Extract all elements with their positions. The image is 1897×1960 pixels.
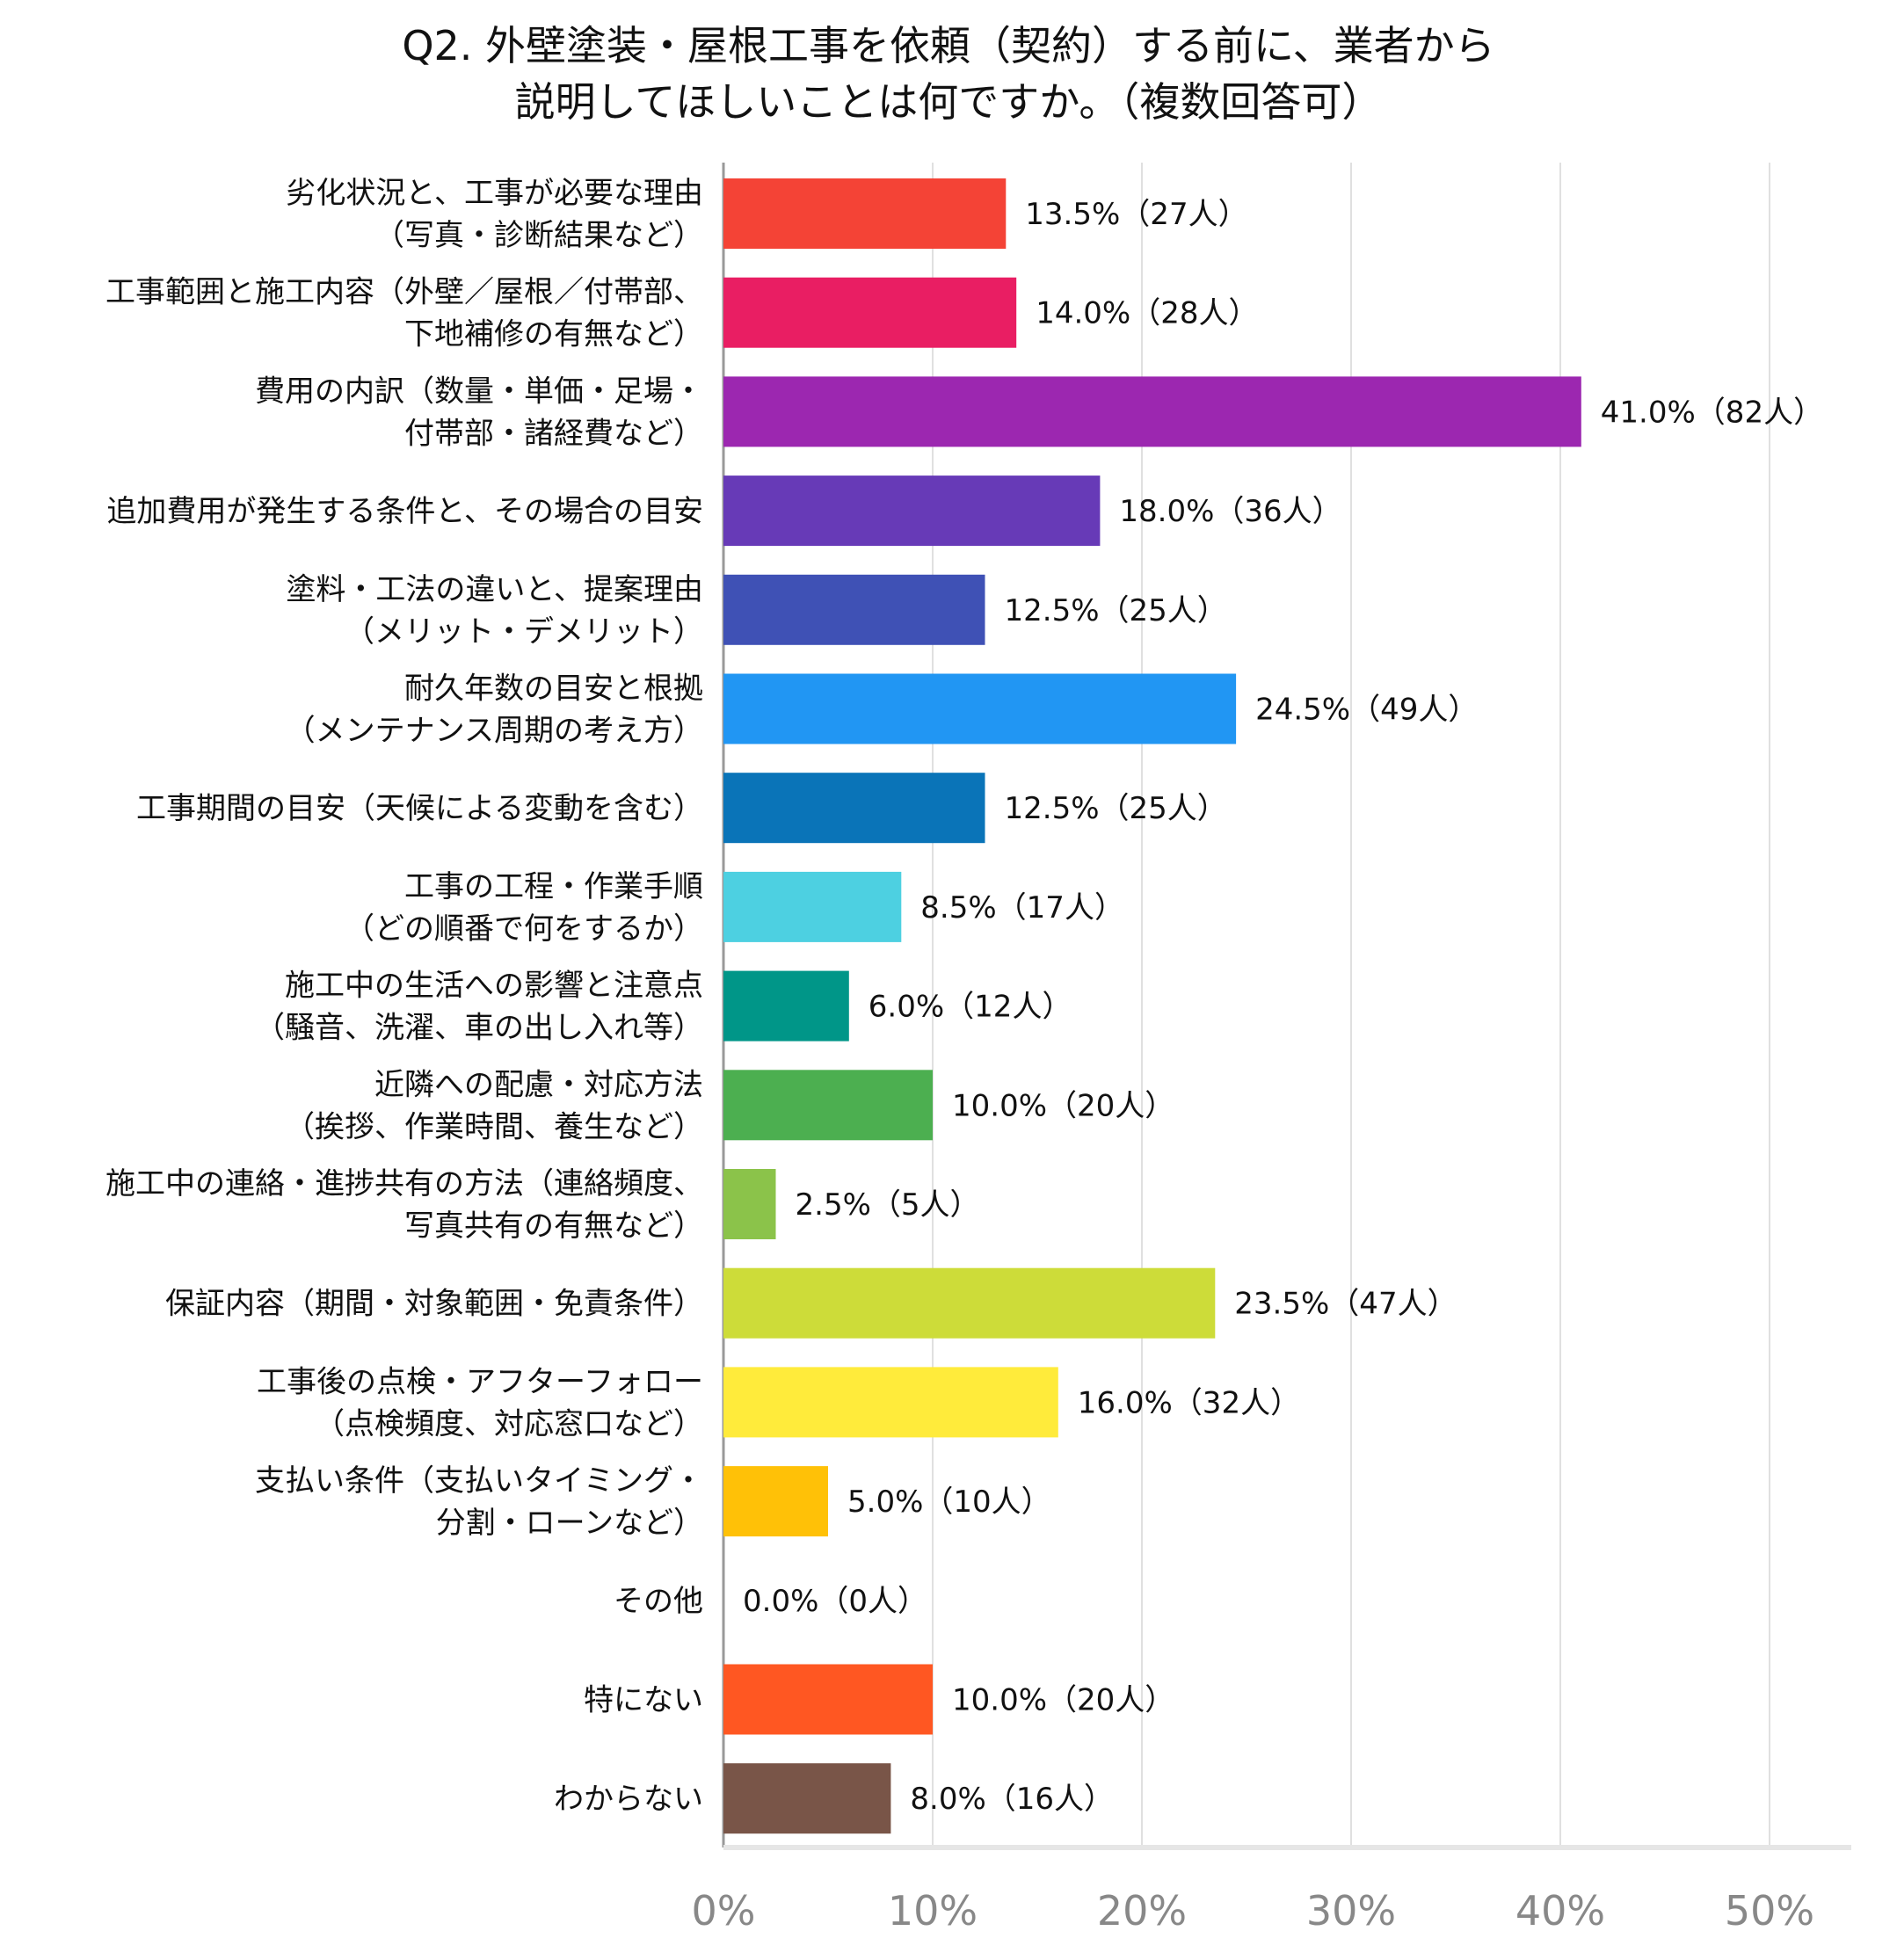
x-tick-label: 10% xyxy=(888,1887,978,1935)
data-label: 0.0%（0人） xyxy=(743,1584,927,1619)
category-label: 工事期間の目安（天候による変動を含む） xyxy=(136,791,703,826)
x-tick-labels: 0% 10% 20% 30% 40% 50% xyxy=(692,1887,1815,1935)
category-label: 工事範囲と施工内容（外壁／屋根／付帯部、 xyxy=(105,275,703,310)
category-label: （点検頻度、対応窓口など） xyxy=(315,1406,703,1441)
bar xyxy=(723,1763,891,1834)
bar xyxy=(723,1664,933,1735)
bar xyxy=(723,1070,933,1141)
data-label: 18.0%（36人） xyxy=(1119,494,1341,529)
data-labels: 13.5%（27人） 14.0%（28人） 41.0%（82人） 18.0%（36人）… xyxy=(743,197,1823,1817)
data-label: 8.0%（16人） xyxy=(910,1782,1114,1817)
category-label: 付帯部・諸経費など） xyxy=(404,416,703,451)
bar xyxy=(723,277,1017,348)
bar xyxy=(723,475,1101,547)
bar xyxy=(723,673,1237,744)
category-label: 耐久年数の目安と根拠 xyxy=(404,671,703,707)
category-label: （挨拶、作業時間、養生など） xyxy=(285,1109,703,1144)
category-label: 工事後の点検・アフターフォロー xyxy=(257,1364,703,1399)
x-tick-label: 20% xyxy=(1097,1887,1187,1935)
data-label: 14.0%（28人） xyxy=(1036,296,1258,331)
category-label: 支払い条件（支払いタイミング・ xyxy=(255,1463,703,1499)
category-label: 費用の内訳（数量・単価・足場・ xyxy=(255,374,703,409)
chart-title-line-1: Q2. 外壁塗装・屋根工事を依頼（契約）する前に、業者から xyxy=(402,22,1494,69)
category-label: （騒音、洗濯、車の出し入れ等） xyxy=(255,1011,703,1046)
data-label: 12.5%（25人） xyxy=(1005,791,1227,826)
bar xyxy=(723,376,1581,447)
data-label: 16.0%（32人） xyxy=(1078,1385,1300,1420)
category-label: （どの順番で何をするか） xyxy=(345,911,703,947)
bar xyxy=(723,178,1007,249)
chart-title-line-2: 説明してほしいことは何ですか。（複数回答可） xyxy=(515,78,1383,126)
category-label: 写真共有の有無など） xyxy=(404,1209,703,1244)
category-label: 塗料・工法の違いと、提案理由 xyxy=(286,572,703,607)
category-label: （写真・診断結果など） xyxy=(374,218,703,253)
category-label: 施工中の連絡・進捗共有の方法（連絡頻度、 xyxy=(105,1166,703,1201)
category-label: 保証内容（期間・対象範囲・免責条件） xyxy=(165,1287,703,1322)
bars xyxy=(723,178,1581,1834)
x-tick-label: 30% xyxy=(1306,1887,1396,1935)
x-tick-label: 0% xyxy=(692,1887,756,1935)
data-label: 24.5%（49人） xyxy=(1255,693,1478,728)
x-tick-label: 40% xyxy=(1515,1887,1605,1935)
category-label: 工事の工程・作業手順 xyxy=(404,869,703,904)
bar xyxy=(723,1367,1058,1438)
data-label: 5.0%（10人） xyxy=(847,1485,1051,1520)
data-label: 10.0%（20人） xyxy=(952,1088,1174,1123)
bar xyxy=(723,1466,828,1537)
bar xyxy=(723,1169,776,1239)
data-label: 10.0%（20人） xyxy=(952,1683,1174,1718)
category-label: （メンテナンス周期の考え方） xyxy=(286,714,703,749)
data-label: 2.5%（5人） xyxy=(796,1187,980,1223)
category-label: 施工中の生活への影響と注意点 xyxy=(285,969,703,1004)
category-labels: 劣化状況と、工事が必要な理由 （写真・診断結果など） 工事範囲と施工内容（外壁／屋根… xyxy=(105,176,703,1817)
bar xyxy=(723,574,985,645)
data-label: 8.5%（17人） xyxy=(920,890,1124,926)
data-label: 12.5%（25人） xyxy=(1005,593,1227,628)
category-label: 分割・ローンなど） xyxy=(436,1506,703,1541)
bar xyxy=(723,1267,1216,1339)
category-label: 近隣への配慮・対応方法 xyxy=(374,1067,703,1102)
data-label: 6.0%（12人） xyxy=(869,990,1072,1025)
data-label: 13.5%（27人） xyxy=(1025,197,1247,232)
x-tick-label: 50% xyxy=(1725,1887,1814,1935)
category-label: 特にない xyxy=(584,1683,703,1718)
category-label: 下地補修の有無など） xyxy=(404,317,703,352)
bar xyxy=(723,871,902,942)
bar xyxy=(723,773,985,844)
category-label: 追加費用が発生する条件と、その場合の目安 xyxy=(106,494,703,529)
category-label: 劣化状況と、工事が必要な理由 xyxy=(286,176,703,211)
data-label: 41.0%（82人） xyxy=(1601,395,1823,430)
category-label: わからない xyxy=(554,1782,703,1817)
bar xyxy=(723,970,849,1042)
category-label: （メリット・デメリット） xyxy=(345,614,703,650)
category-label: その他 xyxy=(614,1584,703,1619)
data-label: 23.5%（47人） xyxy=(1234,1287,1457,1322)
